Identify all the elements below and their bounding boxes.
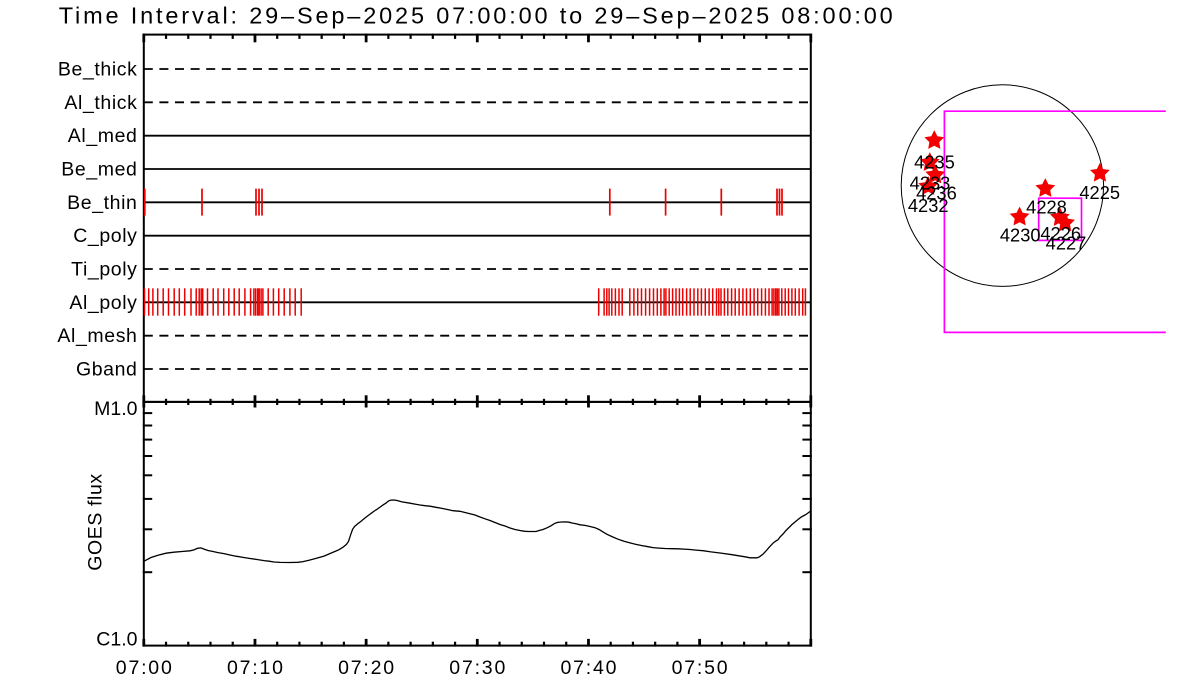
svg-text:Al_mesh: Al_mesh	[57, 325, 137, 347]
svg-text:07:50: 07:50	[672, 657, 728, 679]
svg-text:4226: 4226	[1040, 223, 1081, 244]
svg-text:Gband: Gband	[76, 359, 138, 381]
svg-text:Be_thick: Be_thick	[58, 59, 138, 81]
svg-text:M1.0: M1.0	[94, 398, 138, 420]
svg-text:Al_thick: Al_thick	[64, 92, 137, 114]
svg-text:Al_med: Al_med	[68, 125, 138, 147]
svg-text:Al_poly: Al_poly	[69, 292, 137, 314]
svg-text:4228: 4228	[1026, 196, 1067, 217]
svg-text:4225: 4225	[1079, 182, 1120, 203]
svg-text:4230: 4230	[1000, 224, 1041, 245]
svg-text:4227: 4227	[1046, 232, 1087, 253]
svg-text:Be_med: Be_med	[61, 159, 137, 181]
svg-text:4236: 4236	[916, 182, 957, 203]
svg-text:07:20: 07:20	[338, 657, 394, 679]
svg-text:4235: 4235	[914, 151, 955, 172]
svg-text:C_poly: C_poly	[73, 225, 137, 247]
svg-text:4232: 4232	[908, 195, 949, 216]
svg-text:07:30: 07:30	[449, 657, 505, 679]
svg-text:C1.0: C1.0	[96, 629, 137, 651]
svg-text:4233: 4233	[910, 173, 951, 194]
svg-text:Ti_poly: Ti_poly	[71, 259, 137, 281]
svg-text:07:10: 07:10	[227, 657, 283, 679]
svg-text:GOES flux: GOES flux	[85, 473, 107, 571]
svg-text:07:40: 07:40	[561, 657, 617, 679]
svg-text:07:00: 07:00	[116, 657, 172, 679]
svg-text:Be_thin: Be_thin	[67, 192, 137, 214]
